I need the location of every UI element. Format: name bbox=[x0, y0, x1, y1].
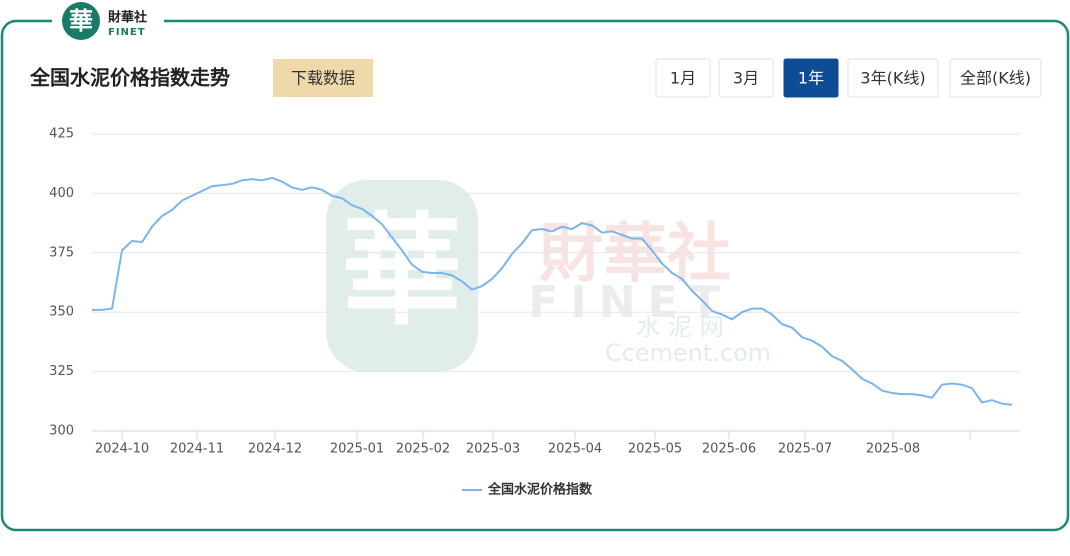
x-tick-label: 2025-04 bbox=[548, 442, 602, 457]
logo-name: 財華社 bbox=[107, 10, 147, 26]
y-tick-label: 400 bbox=[49, 186, 74, 201]
watermark-sub: 水 泥 网 bbox=[636, 313, 723, 341]
x-tick-label: 2024-10 bbox=[95, 442, 149, 457]
tab-label[interactable]: 全部(K线) bbox=[960, 69, 1031, 88]
x-tick-label: 2025-05 bbox=[628, 442, 682, 457]
tab-label[interactable]: 3月 bbox=[733, 69, 759, 88]
title: 全国水泥价格指数走势 bbox=[29, 66, 230, 90]
logo-en: FINET bbox=[108, 27, 146, 38]
watermark-badge bbox=[326, 180, 478, 372]
tab[interactable] bbox=[655, 58, 711, 98]
watermark-mark: 華 bbox=[342, 203, 462, 342]
x-tick-label: 2024-12 bbox=[248, 442, 302, 457]
tab[interactable] bbox=[783, 58, 839, 98]
tab[interactable] bbox=[847, 58, 939, 98]
logo-mark: 華 bbox=[69, 7, 93, 35]
tab-label[interactable]: 3年(K线) bbox=[860, 69, 925, 88]
y-tick-label: 425 bbox=[49, 127, 74, 142]
x-tick-label: 2025-08 bbox=[866, 442, 920, 457]
watermark-name: 財華社 bbox=[539, 218, 731, 292]
x-tick-label: 2025-06 bbox=[702, 442, 756, 457]
tab[interactable] bbox=[949, 58, 1042, 98]
x-tick-label: 2025-01 bbox=[330, 442, 384, 457]
logo-badge bbox=[62, 2, 100, 40]
tab-label[interactable]: 1月 bbox=[670, 69, 696, 88]
y-tick-label: 375 bbox=[49, 245, 74, 260]
card bbox=[0, 19, 1070, 532]
legend-label: 全国水泥价格指数 bbox=[487, 482, 593, 498]
y-tick-label: 325 bbox=[49, 364, 74, 379]
x-tick-label: 2025-07 bbox=[778, 442, 832, 457]
series-line bbox=[92, 176, 1013, 406]
x-tick-label: 2025-03 bbox=[466, 442, 520, 457]
download-label[interactable]: 下载数据 bbox=[291, 69, 355, 88]
y-tick-label: 350 bbox=[49, 305, 74, 320]
x-tick-label: 2024-11 bbox=[170, 442, 224, 457]
y-tick-label: 300 bbox=[49, 424, 74, 439]
download-button[interactable] bbox=[273, 59, 373, 97]
tab-label[interactable]: 1年 bbox=[798, 69, 824, 88]
tab[interactable] bbox=[718, 58, 774, 98]
x-tick-label: 2025-02 bbox=[396, 442, 450, 457]
watermark-site: Ccement.com bbox=[605, 339, 771, 367]
